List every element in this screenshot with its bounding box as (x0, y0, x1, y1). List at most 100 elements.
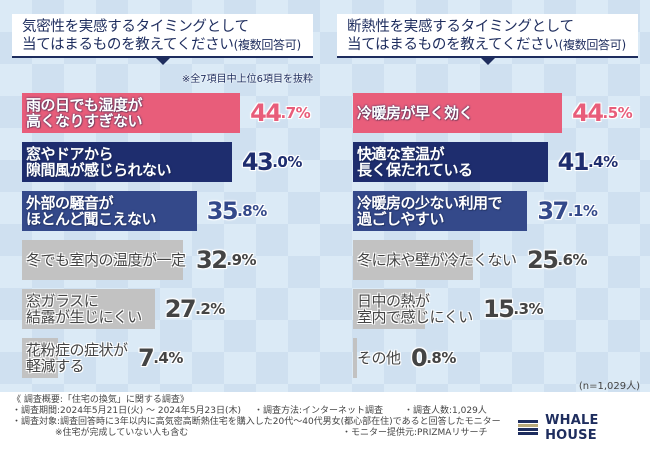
right-bar-row-3: 冷暖房の少ない利用で 過ごしやすい 37.1% (325, 191, 650, 231)
right-bar-label-2: 快適な室温が 長く保たれている (357, 142, 473, 182)
left-bar-value-4: 32.9% (196, 240, 257, 280)
left-note: ※全7項目中上位6項目を抜粋 (181, 74, 313, 85)
right-bar-1 (353, 93, 563, 133)
right-bar-label-4: 冬に床や壁が冷たくない (357, 240, 517, 280)
value-decimal: .6% (557, 251, 588, 269)
value-integer: 25 (527, 246, 559, 274)
left-bar-label-3: 外部の騒音が ほとんど聞こえない (26, 191, 157, 231)
value-integer: 35 (206, 197, 239, 225)
left-bar-3 (22, 191, 197, 231)
left-bar-5 (22, 289, 155, 329)
value-decimal: .5% (602, 104, 633, 122)
left-title-line1: 気密性を実感するタイミングとして (22, 19, 249, 35)
left-bar-label-6: 花粉症の症状が 軽減する (26, 338, 128, 378)
survey-target: ・調査対象:調査回答時に3年以内に高気密高断熱住宅を購入した20代～40代男女(… (12, 417, 501, 427)
left-chart-title: 気密性を実感するタイミングとして 当てはまるものを教えてください(複数回答可) (12, 14, 313, 58)
right-bar-label-5: 日中の熱が 室内で感じにくい (357, 289, 473, 329)
left-title-arrow-icon (156, 58, 170, 65)
value-integer: 15 (483, 295, 515, 323)
value-integer: 43 (241, 148, 274, 176)
left-bar-row-1: 雨の日でも湿度が 高くなりすぎない 44.7% (0, 93, 325, 133)
left-bar-label-4: 冬でも室内の温度が一定 (26, 240, 186, 280)
bar-label-line: 快適な室温が (357, 145, 445, 163)
bar-label-line: 室内で感じにくい (357, 308, 473, 326)
right-bar-value-5: 15.3% (483, 289, 544, 329)
left-bar-4 (22, 240, 183, 280)
left-bar-value-5: 27.2% (164, 289, 226, 329)
right-bar-4 (353, 240, 474, 280)
bar-label-line: 冷暖房の少ない利用で (357, 194, 503, 212)
bar-label-line: 高くなりすぎない (26, 112, 143, 130)
left-bar-1 (22, 93, 241, 133)
left-bar-value-1: 44.7% (250, 93, 311, 133)
right-bar-value-1: 44.5% (572, 93, 633, 133)
right-bar-value-3: 37.1% (537, 191, 598, 231)
value-integer: 44 (250, 99, 282, 127)
value-integer: 27 (164, 295, 197, 323)
right-bar-row-4: 冬に床や壁が冷たくない 25.6% (325, 240, 650, 280)
bar-label-line: 冷暖房が早く効く (357, 104, 474, 122)
left-bar-6 (22, 338, 59, 378)
right-bar-row-1: 冷暖房が早く効く 44.5% (325, 93, 650, 133)
right-bar-value-2: 41.4% (558, 142, 619, 182)
right-bar-5 (353, 289, 425, 329)
left-bar-2 (22, 142, 232, 182)
right-bar-row-5: 日中の熱が 室内で感じにくい 15.3% (325, 289, 650, 329)
left-bar-value-3: 35.8% (206, 191, 268, 231)
right-bar-chart: 冷暖房が早く効く 44.5% 快適な室温が 長く保たれている 41.4% 冷暖房の少ない利… (325, 0, 650, 392)
bar-label-line: 冬に床や壁が冷たくない (357, 251, 517, 269)
survey-overview: 《 調査概要:「住宅の換気」に関する調査》 (12, 395, 189, 405)
value-integer: 0 (411, 344, 428, 372)
value-decimal: .8% (426, 349, 456, 367)
bar-label-line: 長く保たれている (357, 161, 473, 179)
left-bar-row-3: 外部の騒音が ほとんど聞こえない 35.8% (0, 191, 325, 231)
left-bar-label-2: 窓やドアから 隙間風が感じられない (26, 142, 172, 182)
bar-label-line: ほとんど聞こえない (26, 210, 157, 228)
value-decimal: .2% (195, 300, 225, 318)
value-decimal: .9% (226, 251, 257, 269)
left-bar-row-2: 窓やドアから 隙間風が感じられない 43.0% (0, 142, 325, 182)
right-bar-label-3: 冷暖房の少ない利用で 過ごしやすい (357, 191, 503, 231)
value-decimal: .0% (272, 153, 302, 171)
right-bar-label-6: その他 (357, 338, 401, 378)
value-integer: 7 (138, 344, 155, 372)
right-bar-value-4: 25.6% (527, 240, 588, 280)
survey-period: ・調査期間:2024年5月21日(火) ～ 2024年5月23日(木) (12, 406, 241, 416)
value-decimal: .8% (237, 202, 267, 220)
value-integer: 37 (537, 197, 569, 225)
left-bar-row-6: 花粉症の症状が 軽減する 7.4% (0, 338, 325, 378)
value-decimal: .3% (513, 300, 544, 318)
right-bar-6 (353, 338, 357, 378)
right-chart-title: 断熱性を実感するタイミングとして 当てはまるものを教えてください(複数回答可) (337, 14, 638, 58)
left-bar-value-2: 43.0% (241, 142, 303, 182)
right-bar-3 (353, 191, 528, 231)
logo-text: WHALE HOUSE (545, 413, 599, 443)
bar-label-line: 結露が生じにくい (26, 308, 142, 326)
left-bar-row-5: 窓ガラスに 結露が生じにくい 27.2% (0, 289, 325, 329)
right-bar-row-2: 快適な室温が 長く保たれている 41.4% (325, 142, 650, 182)
survey-footer: 《 調査概要:「住宅の換気」に関する調査》 ・調査期間:2024年5月21日(火… (0, 392, 650, 450)
bar-label-line: 日中の熱が (357, 292, 430, 310)
value-decimal: .7% (280, 104, 311, 122)
right-bar-label-1: 冷暖房が早く効く (357, 93, 474, 133)
whale-house-logo: WHALE HOUSE (518, 413, 650, 443)
bar-label-line: 軽減する (26, 357, 85, 375)
bar-label-line: 雨の日でも湿度が (26, 96, 143, 114)
value-decimal: .4% (587, 153, 618, 171)
left-bar-label-1: 雨の日でも湿度が 高くなりすぎない (26, 93, 143, 133)
survey-method: ・調査方法:インターネット調査 (254, 406, 384, 416)
right-title-arrow-icon (481, 58, 495, 65)
whale-house-logo-icon (518, 420, 538, 436)
right-title-line2: 当てはまるものを教えてください (347, 37, 559, 53)
sample-size: (n=1,029人) (578, 381, 640, 392)
survey-respondents: ・調査人数:1,029人 (404, 406, 487, 416)
bar-label-line: 窓やドアから (26, 145, 114, 163)
value-decimal: .4% (153, 349, 183, 367)
right-bar-2 (353, 142, 548, 182)
bar-label-line: 花粉症の症状が (26, 341, 128, 359)
left-bar-row-4: 冬でも室内の温度が一定 32.9% (0, 240, 325, 280)
bar-label-line: 過ごしやすい (357, 210, 444, 228)
left-title-line2: 当てはまるものを教えてください (22, 37, 234, 53)
left-bar-chart: 雨の日でも湿度が 高くなりすぎない 44.7% 窓やドアから 隙間風が感じられない 43.… (0, 0, 325, 392)
value-integer: 44 (572, 99, 604, 127)
